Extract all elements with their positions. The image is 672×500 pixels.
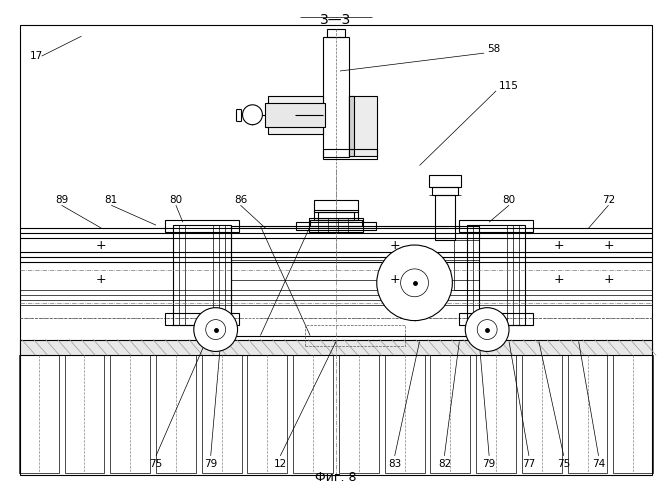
Bar [265,103,325,126]
Text: 83: 83 [388,459,401,469]
Bar [173,225,230,324]
Text: 72: 72 [602,196,615,205]
Bar [309,218,363,232]
Text: +: + [389,238,400,252]
Bar [522,356,562,473]
Bar [305,324,405,346]
Text: 80: 80 [169,196,183,205]
Text: 12: 12 [274,459,287,469]
Bar [349,96,377,156]
Bar [614,356,653,473]
Text: 17: 17 [30,51,43,61]
Bar [65,356,104,473]
Bar [230,226,479,336]
Bar [385,356,425,473]
Text: 58: 58 [487,44,501,54]
Text: +: + [389,274,400,286]
Bar [268,96,323,134]
Text: +: + [96,238,107,252]
Bar [433,188,458,196]
Bar [296,222,376,230]
Bar [435,196,456,240]
Bar [318,212,354,220]
Text: 89: 89 [55,196,68,205]
Bar [467,225,525,324]
Text: +: + [96,274,107,286]
Text: +: + [554,238,564,252]
Bar [323,148,377,158]
Bar [431,356,470,473]
Text: 80: 80 [503,196,515,205]
Bar [314,210,358,220]
Circle shape [377,245,452,320]
Bar [202,356,241,473]
Text: +: + [554,274,564,286]
Bar [568,356,607,473]
Text: 82: 82 [437,459,451,469]
Bar [19,356,58,473]
Text: 3—3: 3—3 [321,14,351,28]
Bar [454,240,479,290]
Text: 79: 79 [482,459,496,469]
Bar [323,37,349,156]
Bar [339,356,379,473]
Bar [165,312,239,324]
Text: +: + [603,238,614,252]
Circle shape [243,105,262,124]
Text: 75: 75 [149,459,163,469]
Bar [476,356,516,473]
Text: 86: 86 [234,196,247,205]
Circle shape [477,320,497,340]
Circle shape [401,269,429,296]
Bar [314,200,358,212]
Bar [293,356,333,473]
Text: Фиг. 8: Фиг. 8 [315,470,357,484]
Bar [165,220,239,232]
Bar [459,220,533,232]
Text: 79: 79 [204,459,217,469]
Bar [429,176,461,188]
Text: 74: 74 [592,459,605,469]
Bar [349,96,354,156]
Text: +: + [603,274,614,286]
Bar [247,356,287,473]
Text: 81: 81 [105,196,118,205]
Bar [459,312,533,324]
Circle shape [465,308,509,352]
Bar [19,340,653,355]
Text: 75: 75 [557,459,571,469]
Bar [310,220,362,226]
Circle shape [206,320,226,340]
Bar [327,29,345,37]
Bar [156,356,196,473]
Circle shape [194,308,237,352]
Bar [110,356,150,473]
Text: 115: 115 [499,81,519,91]
Text: 77: 77 [522,459,536,469]
